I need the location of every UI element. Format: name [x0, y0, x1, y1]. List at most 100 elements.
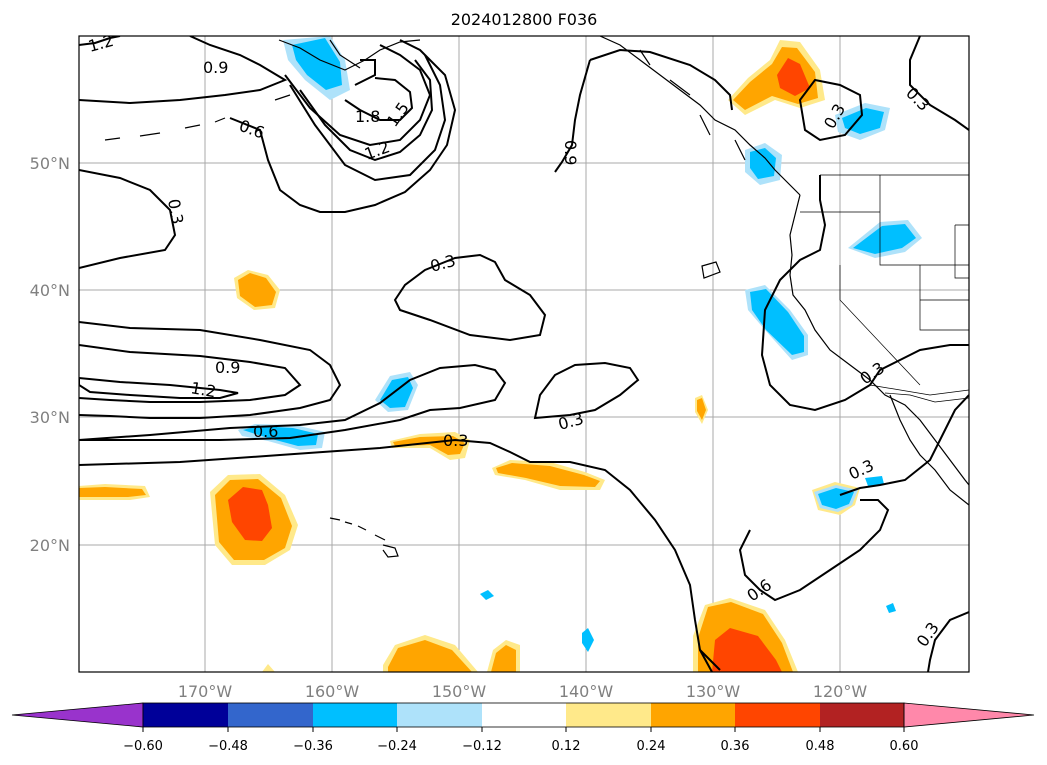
anomaly-yellow: [262, 664, 275, 672]
contour-line: [344, 77, 414, 121]
contour-label: 0.3: [443, 431, 468, 450]
latitude-label: 20°N: [30, 536, 70, 555]
anomaly-blue: [750, 148, 776, 179]
contour-line: [738, 499, 890, 602]
contour-line: [909, 36, 969, 131]
anomaly-orange: [388, 640, 472, 672]
colorbar-tick-label: 0.36: [721, 739, 750, 754]
latitude-label: 40°N: [30, 281, 70, 300]
colorbar-swatch: [820, 703, 904, 727]
contour-line: [533, 361, 640, 420]
colorbar-tick-label: −0.48: [208, 739, 248, 754]
colorbar-tick-label: −0.60: [123, 739, 163, 754]
colorbar-tick-label: −0.24: [377, 739, 417, 754]
colorbar-swatch: [397, 703, 482, 727]
contour-label: 0.9: [561, 140, 580, 165]
anomaly-orange: [697, 398, 706, 420]
contour-label: 0.9: [215, 358, 240, 377]
colorbar-swatch: [651, 703, 735, 727]
colorbar-swatch: [143, 703, 228, 727]
contour-line: [299, 59, 434, 162]
contour-line: [393, 253, 547, 342]
anomaly-blue: [480, 590, 494, 600]
colorbar-extend-high: [903, 702, 1035, 728]
contour-label: 1.8: [355, 107, 380, 126]
colorbar-swatch: [735, 703, 820, 727]
contour-lines: [79, 36, 969, 672]
colorbar-swatch: [228, 703, 313, 727]
contour-line: [289, 54, 447, 182]
contour-line: [589, 48, 733, 111]
contour-line: [284, 44, 432, 147]
colorbar-tick-label: 0.24: [637, 739, 666, 754]
colorbar-tick-label: −0.36: [293, 739, 333, 754]
anomaly-blue: [886, 603, 896, 613]
colorbar-extend-low: [11, 702, 144, 728]
longitude-label: 140°W: [559, 682, 614, 701]
colorbar-swatch: [566, 703, 651, 727]
longitude-label: 130°W: [686, 682, 741, 701]
map-area: 1.2 0.9 0.6 1.8 1.5 1.2 0.9 0.3 0.3 0.3 …: [79, 31, 969, 672]
anomaly-red: [712, 628, 782, 672]
hawaii-islands: [329, 517, 399, 558]
contour-label: 0.9: [203, 58, 228, 77]
us-mexico-border: [884, 392, 969, 403]
longitude-label: 120°W: [813, 682, 868, 701]
anomaly-blue: [750, 289, 804, 355]
contour-label: 1.2: [86, 31, 116, 56]
colorbar-tick-label: 0.12: [552, 739, 581, 754]
anomaly-red: [228, 487, 272, 541]
contour-label: 0.6: [253, 422, 278, 441]
anomaly-blue: [243, 426, 318, 446]
contour-line: [699, 649, 721, 671]
baja-coast: [889, 394, 969, 506]
contour-line: [79, 36, 288, 105]
contour-line: [79, 321, 342, 419]
contour-line: [354, 59, 376, 86]
colorbar-tick-label: 0.48: [806, 739, 835, 754]
longitude-label: 170°W: [178, 682, 233, 701]
anomaly-orange: [491, 645, 516, 672]
longitude-labels: 170°W 160°W 150°W 140°W 130°W 120°W: [178, 682, 868, 701]
contour-line: [229, 39, 457, 213]
state-borders: [839, 175, 969, 396]
latitude-label: 50°N: [30, 154, 70, 173]
contour-line: [760, 175, 969, 412]
anomaly-red: [777, 58, 810, 96]
colorbar-swatch: [313, 703, 397, 727]
colorbar-tick-label: 0.60: [890, 739, 919, 754]
latitude-label: 30°N: [30, 408, 70, 427]
contour-line: [79, 344, 302, 403]
contour-line: [79, 438, 713, 672]
map-frame: [78, 35, 970, 673]
colorbar-outline: [142, 702, 905, 728]
anomaly-blue: [853, 224, 916, 254]
contour-line: [839, 394, 969, 496]
contour-line: [79, 169, 177, 269]
canada-coast: [599, 36, 801, 196]
colorbar: −0.60 −0.48 −0.36 −0.24 −0.12 0.12 0.24 …: [11, 702, 1035, 754]
colorbar-tick-labels: −0.60 −0.48 −0.36 −0.24 −0.12 0.12 0.24 …: [123, 739, 918, 754]
shaded-anomalies: [79, 36, 922, 672]
contour-label: 1.2: [189, 378, 217, 401]
contour-line: [79, 376, 239, 399]
political-borders: [800, 174, 969, 403]
contour-line: [79, 363, 507, 441]
colorbar-ticks: [142, 727, 905, 732]
contour-line: [79, 36, 121, 46]
anomaly-blue: [865, 476, 884, 486]
latitude-labels: 50°N 40°N 30°N 20°N: [30, 154, 70, 555]
longitude-label: 150°W: [432, 682, 487, 701]
anomaly-orange: [79, 487, 146, 497]
anomaly-orange: [496, 463, 600, 487]
colorbar-tick-label: −0.12: [462, 739, 502, 754]
map-background: [79, 36, 969, 672]
contour-line: [798, 78, 864, 142]
contour-line: [554, 59, 591, 173]
alaska-aleutians-coast: [104, 39, 421, 141]
contour-line: [927, 611, 969, 672]
anomaly-orange: [238, 273, 276, 307]
anomaly-blue: [582, 628, 594, 652]
contour-label: 0.3: [164, 197, 187, 225]
